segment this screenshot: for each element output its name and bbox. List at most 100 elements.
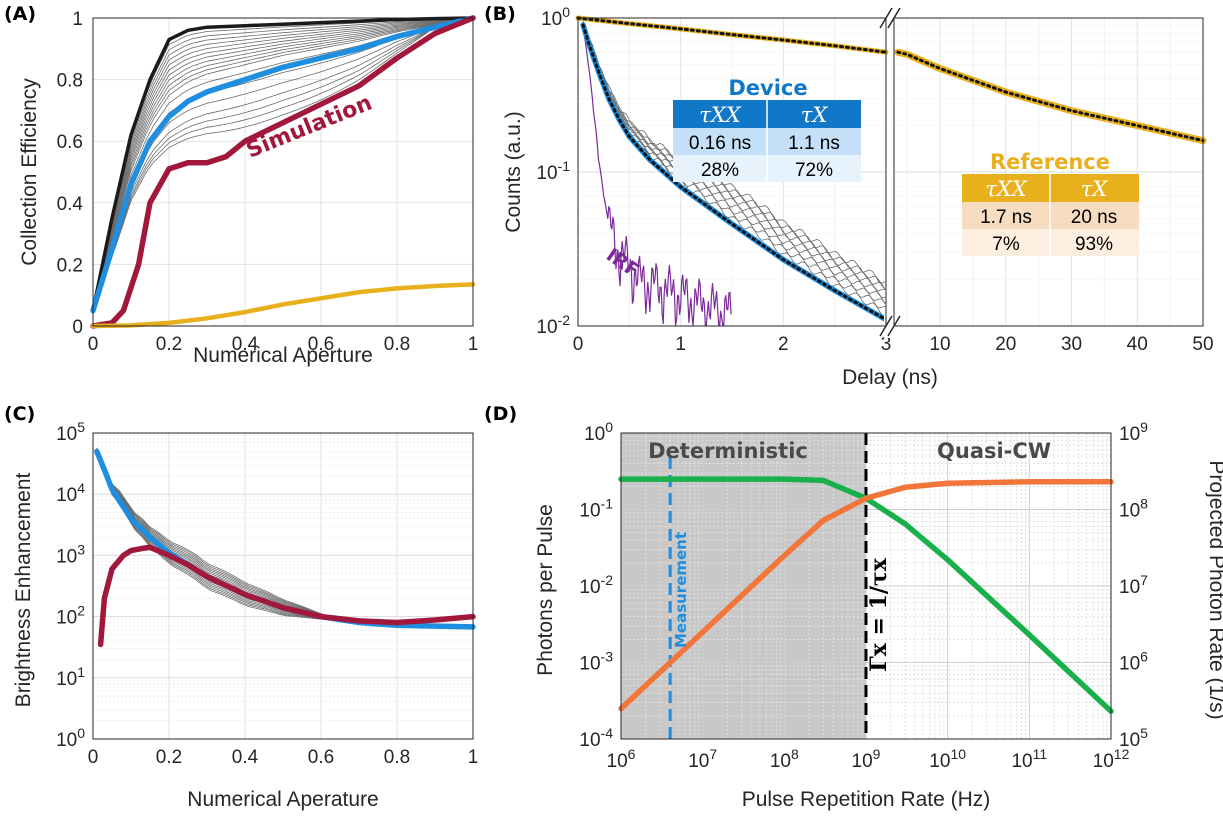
x-tick-label: 0 <box>88 747 99 768</box>
y-tick-label: 100 <box>541 4 570 30</box>
panel-b-ylabel: Counts (a.u.) <box>502 111 525 232</box>
simulation-trace <box>92 17 474 311</box>
x-tick-label: 40 <box>1127 334 1148 355</box>
y-tick-label: 0.8 <box>57 71 83 92</box>
x-tick-label: 0.4 <box>232 747 259 768</box>
y-right-tick-label: 108 <box>1119 496 1148 522</box>
panel-b-frame-left <box>577 17 887 327</box>
x-tick-label: 10 <box>929 334 950 355</box>
y-left-tick-label: 10-3 <box>579 649 613 675</box>
crimson-curve <box>90 15 476 329</box>
x-tick-label: 20 <box>995 334 1016 355</box>
x-tick-label: 0.8 <box>384 334 410 355</box>
panel-c-chart: 0 0.2 0.4 0.6 0.8 1 100 101 102 103 104 105 Numeric… <box>12 419 478 811</box>
x-tick-label: 0 <box>88 334 99 355</box>
y-tick-label: 0.4 <box>57 194 84 215</box>
simulation-trace <box>92 17 474 311</box>
quasi-cw-label: Quasi-CW <box>937 439 1051 463</box>
y-tick-label: 104 <box>56 480 85 506</box>
irf-curve <box>582 28 732 326</box>
x-tick-label: 2 <box>778 334 789 355</box>
simulation-trace <box>92 17 474 311</box>
panel-c-xlabel: Numerical Aperature <box>187 788 378 811</box>
device-txx-value: 0.16 ns <box>689 133 751 154</box>
device-trace <box>582 26 886 298</box>
y-tick-label: 1 <box>72 9 83 30</box>
panel-d-ylabel-right: Projected Photon Rate (1/s) <box>1205 460 1223 719</box>
measurement-label: Measurement <box>672 532 690 648</box>
y-tick-label: 100 <box>56 725 85 751</box>
device-txx-percent: 28% <box>701 160 739 181</box>
reference-fit-right <box>896 50 1205 143</box>
panel-label-c: (C) <box>4 403 35 425</box>
reference-header-txx: τXX <box>985 177 1028 201</box>
gold-curve <box>90 282 476 329</box>
y-right-tick-label: 105 <box>1119 725 1148 751</box>
reference-txx-value: 1.7 ns <box>980 207 1032 228</box>
blue-curve <box>90 15 476 314</box>
simulation-trace <box>92 17 474 311</box>
device-trace <box>582 26 886 284</box>
panel-label-b: (B) <box>484 3 516 25</box>
reference-txx-percent: 7% <box>992 234 1020 255</box>
panel-c-ylabel: Brightness Enhancement <box>12 473 35 708</box>
y-tick-label: 103 <box>56 541 85 567</box>
panel-b-frame-right <box>893 17 1204 327</box>
panel-a-chart: 0 0.2 0.4 0.6 0.8 100.20.40.60.81 Simulation … <box>18 9 478 367</box>
reference-title: Reference <box>990 150 1110 174</box>
device-trace <box>582 21 886 304</box>
simulation-trace <box>92 17 474 311</box>
x-tick-label: 1 <box>675 334 686 355</box>
reference-fit-left <box>576 16 888 54</box>
panel-b-chart: 0 1 2 3 10 20 30 40 50 10-2 10-1 100 IRF Device τXX… <box>502 4 1214 389</box>
axis-break-mask <box>884 314 896 338</box>
irf-annotation: IRF <box>602 244 643 282</box>
y-tick-label: 0.2 <box>57 255 83 276</box>
y-left-tick-label: 100 <box>584 419 613 445</box>
panel-a-ylabel: Collection Efficiency <box>18 78 41 266</box>
x-tick-label: 0.2 <box>156 747 182 768</box>
reference-tx-percent: 93% <box>1075 234 1113 255</box>
black-curve <box>91 16 475 313</box>
x-tick-label: 1011 <box>1011 746 1047 772</box>
device-table: Device τXX τX 0.16 ns 1.1 ns 28% 72% <box>673 76 861 182</box>
panel-a-frame <box>92 17 474 327</box>
y-left-tick-label: 10-4 <box>579 725 613 751</box>
device-tx-value: 1.1 ns <box>788 133 840 154</box>
y-tick-label: 10-1 <box>536 158 570 184</box>
y-tick-label: 101 <box>56 664 85 690</box>
x-tick-label: 0.6 <box>308 334 334 355</box>
simulation-trace <box>92 17 474 311</box>
axis-break-mask <box>884 6 896 30</box>
simulation-annotation: Simulation <box>243 90 376 163</box>
y-tick-label: 0 <box>72 317 83 338</box>
x-tick-label: 0 <box>573 334 584 355</box>
x-tick-label: 50 <box>1192 334 1213 355</box>
x-tick-label: 3 <box>881 334 892 355</box>
x-tick-label: 1 <box>468 334 479 355</box>
panel-label-d: (D) <box>484 403 517 425</box>
y-tick-label: 0.6 <box>57 132 83 153</box>
y-right-tick-label: 107 <box>1119 572 1148 598</box>
x-tick-label: 106 <box>607 746 636 772</box>
device-trace <box>582 22 886 304</box>
x-tick-label: 107 <box>688 746 717 772</box>
simulation-trace <box>92 17 474 311</box>
simulation-trace <box>92 17 474 311</box>
simulation-trace <box>92 17 474 311</box>
simulation-trace <box>92 17 474 311</box>
y-tick-label: 10-2 <box>536 312 570 338</box>
panel-b-xlabel: Delay (ns) <box>842 366 938 389</box>
x-tick-label: 0.8 <box>384 747 410 768</box>
device-tx-percent: 72% <box>795 160 833 181</box>
photon-rate-curve <box>618 479 1114 712</box>
reference-tx-value: 20 ns <box>1071 207 1117 228</box>
device-header-txx: τXX <box>699 103 742 127</box>
y-right-tick-label: 109 <box>1119 419 1148 445</box>
x-tick-label: 1 <box>468 747 479 768</box>
simulation-trace <box>92 17 474 311</box>
device-trace <box>582 25 886 292</box>
crimson-curve <box>97 544 476 648</box>
device-title: Device <box>728 76 807 100</box>
